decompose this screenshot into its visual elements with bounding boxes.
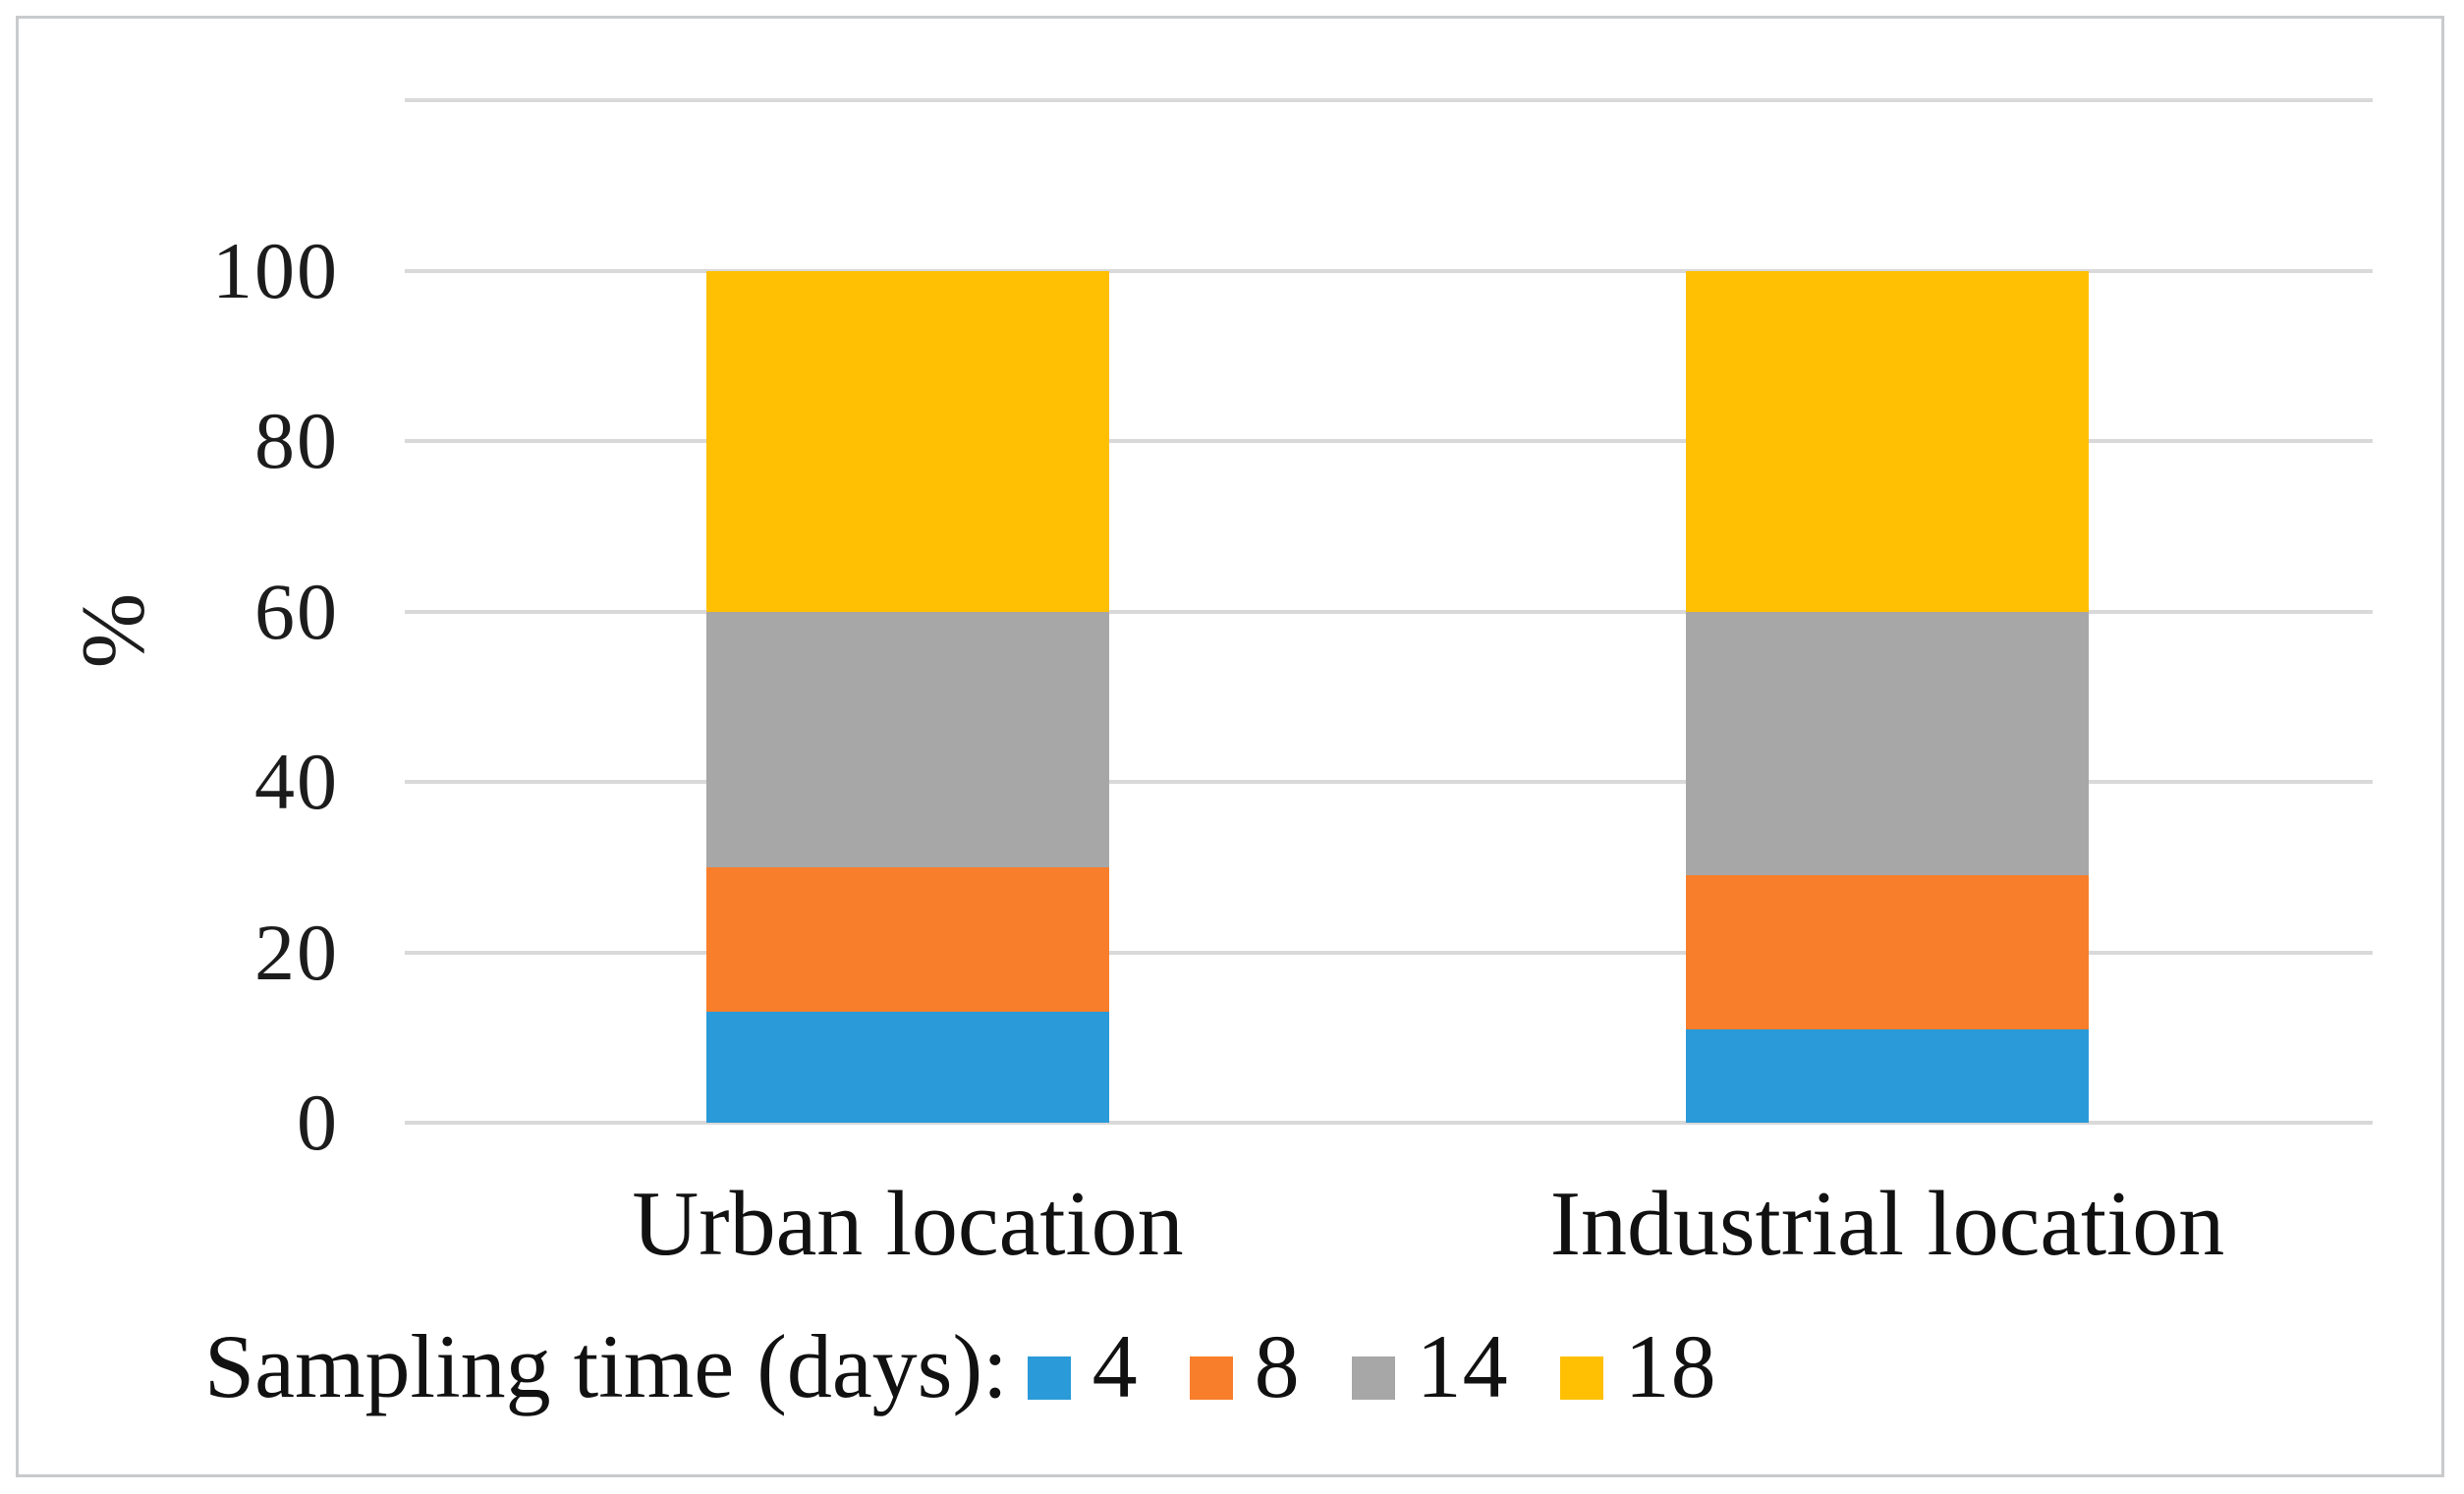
legend-marker-4 xyxy=(1027,1356,1071,1400)
legend-label-4: 4 xyxy=(1092,1316,1139,1416)
bar-segment-urban-location-series-14 xyxy=(706,611,1109,867)
legend-label-18: 18 xyxy=(1624,1316,1717,1416)
y-tick-label-100: 100 xyxy=(212,225,339,315)
bar-segment-urban-location-series-18 xyxy=(706,270,1109,612)
legend-title: Sampling time (days): xyxy=(204,1316,1008,1416)
legend-marker-8 xyxy=(1189,1356,1233,1400)
gridline-40 xyxy=(405,780,2373,784)
bar-segment-industrial-location-series-8 xyxy=(1686,875,2089,1029)
y-tick-label-60: 60 xyxy=(254,566,339,656)
y-tick-label-0: 0 xyxy=(297,1078,339,1167)
gridline-100 xyxy=(405,268,2373,273)
y-tick-label-20: 20 xyxy=(254,907,339,997)
bar-segment-industrial-location-series-18 xyxy=(1686,270,2089,612)
x-category-label-urban-location: Urban location xyxy=(632,1173,1184,1275)
bar-segment-industrial-location-series-14 xyxy=(1686,611,2089,876)
bar-segment-industrial-location-series-4 xyxy=(1686,1028,2089,1123)
legend-marker-14 xyxy=(1351,1356,1395,1400)
gridline-60 xyxy=(405,609,2373,614)
legend-label-14: 14 xyxy=(1416,1316,1509,1416)
legend: Sampling time (days): 4 8 14 18 xyxy=(204,1312,1717,1420)
y-tick-label-80: 80 xyxy=(254,396,339,485)
bar-segment-urban-location-series-4 xyxy=(706,1012,1109,1123)
bar-segment-urban-location-series-8 xyxy=(706,866,1109,1013)
legend-label-8: 8 xyxy=(1254,1316,1301,1416)
gridline-20 xyxy=(405,950,2373,955)
y-tick-label-40: 40 xyxy=(254,737,339,826)
gridline-0 xyxy=(405,1121,2373,1125)
x-category-label-industrial-location: Industrial location xyxy=(1549,1173,2225,1275)
gridline-120 xyxy=(405,98,2373,102)
legend-marker-18 xyxy=(1559,1356,1603,1400)
gridline-80 xyxy=(405,439,2373,443)
